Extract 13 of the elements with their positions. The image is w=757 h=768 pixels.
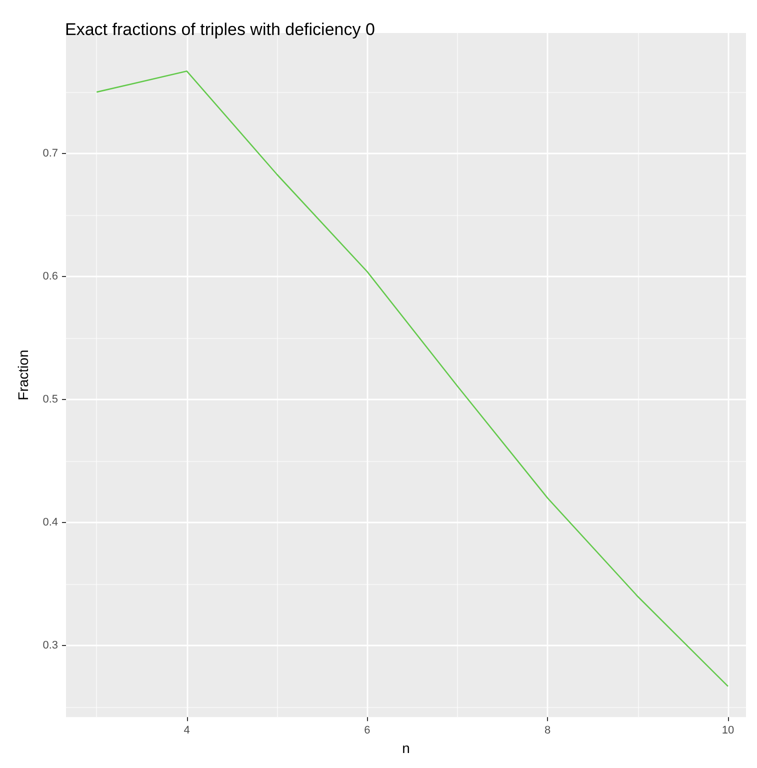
y-tick-label: 0.4 xyxy=(42,516,58,529)
x-tick-label: 4 xyxy=(184,724,190,737)
y-axis-title: Fraction xyxy=(15,350,31,400)
x-axis-title: n xyxy=(402,740,410,756)
x-tick-label: 8 xyxy=(544,724,551,737)
y-tick-label: 0.5 xyxy=(42,394,58,406)
x-tick-label: 10 xyxy=(722,724,734,737)
y-tick-label: 0.7 xyxy=(42,148,58,160)
line-series xyxy=(96,70,729,687)
y-tick-label: 0.6 xyxy=(42,270,58,283)
chart-title: Exact fractions of triples with deficiency 0 xyxy=(65,20,375,39)
x-tick-label: 6 xyxy=(364,724,370,737)
y-tick-label: 0.3 xyxy=(42,640,58,652)
